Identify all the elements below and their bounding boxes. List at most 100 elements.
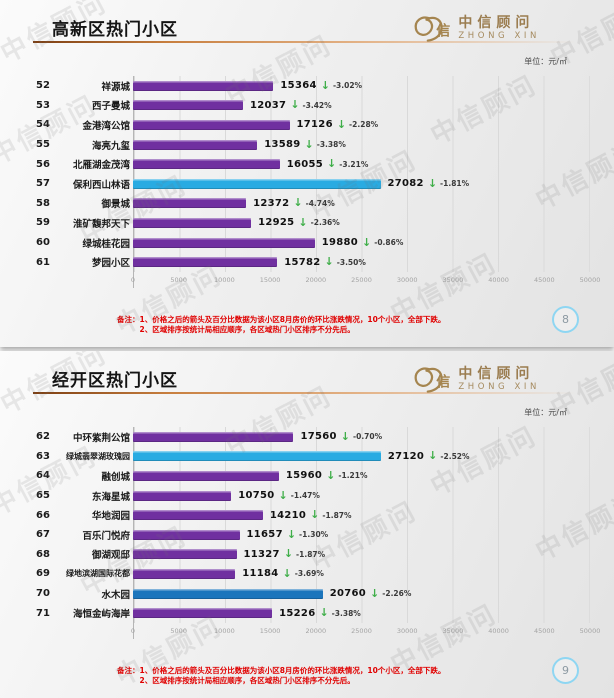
value-bar: [133, 608, 273, 619]
chart-row: 65 东海星城 10750 ↓ -1.47%: [36, 486, 590, 506]
down-arrow-icon: ↓: [320, 78, 330, 92]
row-name: 保利西山林语: [72, 179, 130, 191]
chart-row: 67 百乐门悦府 11657 ↓ -1.30%: [36, 525, 590, 545]
row-rank: 57: [36, 178, 50, 190]
chart-row: 54 金港湾公馆 17126 ↓ -2.28%: [36, 115, 590, 135]
row-value: 11327: [243, 548, 280, 560]
row-value: 11657: [246, 529, 283, 541]
row-name: 梦园小区: [91, 258, 130, 270]
logo-text: 中信顾问 ZHONG XIN: [458, 366, 540, 392]
axis-tick-label: 50000: [579, 276, 601, 284]
chart-row: 57 保利西山林语 27082 ↓ -1.81%: [36, 174, 590, 194]
row-plot: 15364 ↓ -3.02%: [133, 76, 590, 96]
axis-tick-label: 30000: [396, 627, 418, 635]
value-bar: [133, 178, 381, 189]
row-plot: 19880 ↓ -0.86%: [133, 233, 590, 253]
axis-tick-label: 0: [130, 276, 136, 284]
row-change: -2.28%: [349, 120, 379, 130]
axis-tick-label: 15000: [259, 276, 281, 284]
zhongxin-logo: 信 中信顾问 ZHONG XIN: [411, 12, 540, 44]
footnote-body: 1、价格之后的箭头及百分比数据为该小区8月房价的环比涨跌情况，10个小区，全部下…: [139, 666, 446, 685]
value-bar: [133, 80, 274, 91]
row-change: -3.42%: [302, 100, 332, 110]
slide-title: 经开区热门小区: [52, 371, 178, 391]
chart-rows: 52 祥源城 15364 ↓ -3.02% 53 西子曼城 12037 ↓ -3.42% 54 金港湾…: [36, 76, 590, 272]
down-arrow-icon: ↓: [283, 547, 294, 561]
chart-row: 68 御湖观邸 11327 ↓ -1.87%: [36, 545, 590, 565]
down-arrow-icon: ↓: [304, 137, 314, 151]
down-arrow-icon: ↓: [327, 157, 337, 171]
bar-chart-jingkai: 62 中环紫荆公馆 17560 ↓ -0.70% 63 绿城翡翠湖玫瑰园 27120 ↓ -2.5…: [36, 427, 600, 649]
row-rank: 56: [36, 158, 50, 170]
footnote: 备注： 1、价格之后的箭头及百分比数据为该小区8月房价的环比涨跌情况，10个小区…: [117, 666, 445, 686]
chart-row: 64 融创城 15960 ↓ -1.21%: [36, 466, 590, 486]
row-rank: 54: [36, 119, 50, 131]
row-plot: 27120 ↓ -2.52%: [133, 447, 590, 467]
row-value: 15960: [285, 470, 323, 482]
row-name: 绿城桂花园: [82, 238, 130, 250]
slide-gaoxin: 高新区热门小区 信 中信顾问 ZHONG XIN 单位：元/㎡ 52 祥源城 153…: [0, 0, 614, 347]
axis-tick-label: 10000: [214, 276, 235, 284]
row-value: 13589: [264, 139, 301, 151]
value-bar: [133, 568, 236, 579]
row-value: 20760: [329, 588, 367, 600]
down-arrow-icon: ↓: [290, 98, 300, 112]
row-change: -3.02%: [332, 81, 363, 91]
row-name: 绿地滨湖国际花都: [66, 569, 130, 579]
row-plot: 11657 ↓ -1.30%: [133, 525, 590, 545]
axis-tick-label: 5000: [170, 627, 187, 635]
row-rank: 55: [36, 139, 50, 151]
title-underline: [33, 41, 576, 43]
value-bar: [133, 451, 381, 462]
axis-tick-label: 5000: [170, 276, 187, 284]
row-rank: 71: [36, 607, 50, 619]
row-plot: 20760 ↓ -2.26%: [133, 584, 590, 604]
unit-label: 单位：元/㎡: [524, 408, 567, 417]
value-bar: [133, 490, 232, 501]
row-name: 中环紫荆公馆: [72, 432, 130, 444]
page-number: 9: [562, 664, 569, 677]
row-rank: 59: [36, 217, 50, 229]
row-name: 华地润园: [91, 511, 130, 523]
slide-jingkai: 经开区热门小区 信 中信顾问 ZHONG XIN 单位：元/㎡ 62 中环紫荆公馆…: [0, 351, 614, 698]
row-name: 百乐门悦府: [82, 530, 130, 542]
title-underline: [33, 392, 576, 394]
zhongxin-logo-icon: 信: [414, 367, 451, 393]
value-bar: [133, 588, 323, 599]
row-name: 海恒金屿海岸: [72, 609, 130, 621]
row-name: 淮矿馥邦天下: [72, 218, 130, 230]
down-arrow-icon: ↓: [324, 255, 334, 269]
axis-zero-line: [133, 623, 134, 639]
row-plot: 15226 ↓ -3.38%: [133, 603, 590, 623]
row-value: 11184: [242, 568, 279, 580]
row-change: -1.87%: [296, 549, 326, 559]
row-change: -3.38%: [331, 608, 361, 618]
page-number-badge: 8: [552, 306, 579, 333]
row-plot: 16055 ↓ -3.21%: [133, 154, 590, 174]
row-change: -1.81%: [440, 179, 470, 189]
x-axis: 0 5000 10000 15000 20000 25000 30000 35000 40000…: [130, 276, 600, 286]
row-value: 10750: [238, 490, 275, 502]
logo-name-cn: 中信顾问: [458, 366, 535, 382]
axis-tick-label: 20000: [305, 627, 327, 635]
row-name: 东海星城: [91, 491, 130, 503]
row-rank: 52: [36, 80, 50, 92]
row-rank: 62: [36, 431, 50, 443]
row-change: -0.70%: [353, 432, 383, 442]
chart-row: 53 西子曼城 12037 ↓ -3.42%: [36, 96, 590, 116]
axis-tick-label: 20000: [305, 276, 327, 284]
axis-tick-label: 10000: [214, 627, 235, 635]
chart-row: 60 绿城桂花园 19880 ↓ -0.86%: [36, 233, 590, 253]
row-plot: 13589 ↓ -3.38%: [133, 135, 590, 155]
row-name: 绿城翡翠湖玫瑰园: [66, 451, 130, 461]
row-value: 12372: [253, 197, 290, 209]
chart-row: 63 绿城翡翠湖玫瑰园 27120 ↓ -2.52%: [36, 447, 590, 467]
axis-zero-line: [133, 272, 134, 288]
row-change: -0.86%: [374, 238, 404, 248]
chart-row: 59 淮矿馥邦天下 12925 ↓ -2.36%: [36, 213, 590, 233]
axis-tick-label: 35000: [442, 276, 464, 284]
row-value: 27120: [387, 450, 425, 462]
logo-name-en: ZHONG XIN: [458, 31, 540, 41]
value-bar: [133, 139, 258, 150]
row-change: -1.47%: [290, 491, 320, 501]
